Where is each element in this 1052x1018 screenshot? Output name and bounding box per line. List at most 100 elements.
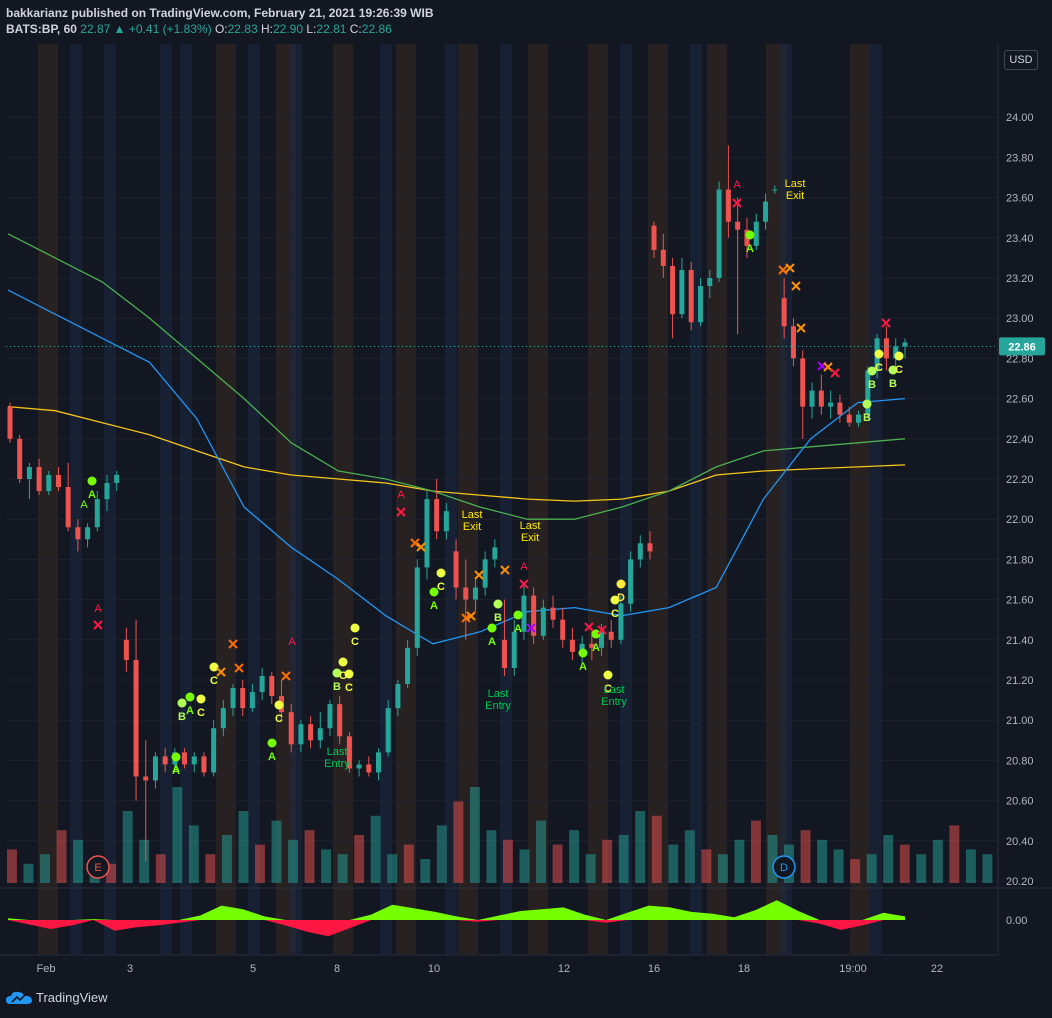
volume-bar [486, 830, 497, 883]
event-marker-label: D [780, 862, 788, 874]
signal-label: C [210, 675, 218, 687]
currency-button[interactable]: USD [1004, 50, 1038, 70]
signal-dot [894, 351, 904, 361]
candle-body [521, 595, 527, 632]
y-tick-label: 23.60 [1006, 193, 1034, 205]
volume-bar [469, 787, 480, 883]
volume-bar [337, 854, 348, 883]
candle-body [716, 189, 722, 278]
signal-dot [513, 610, 523, 620]
volume-bar [106, 863, 117, 883]
session-band [180, 44, 192, 954]
signal-cross [216, 667, 226, 677]
signal-cross [228, 639, 238, 649]
session-band [870, 44, 882, 954]
volume-bar [255, 844, 265, 883]
candle-body [560, 619, 566, 640]
signal-label: A [746, 243, 754, 255]
last-price-tag [999, 337, 1045, 356]
volume-bar [238, 811, 249, 883]
candle-body [679, 269, 685, 315]
candle-body [589, 643, 595, 648]
signal-dot [874, 349, 884, 359]
signal-dot [171, 752, 181, 762]
signal-dot [436, 568, 446, 578]
volume-bar [453, 801, 464, 883]
signal-label: D [617, 592, 625, 604]
signal-text: Last [327, 746, 348, 758]
signal-label: C [275, 713, 283, 725]
y-tick-label: 22.20 [1006, 474, 1034, 486]
candle-body [651, 225, 657, 250]
y-tick-label: 20.40 [1006, 836, 1034, 848]
signal-dot [487, 623, 497, 633]
symbol-label[interactable]: BATS:BP, 60 [6, 22, 77, 36]
candle-body [818, 390, 824, 407]
volume-bar [585, 854, 596, 883]
volume-bar [602, 839, 613, 883]
ohlc-legend: BATS:BP, 60 22.87 ▲ +0.41 (+1.83%) O:22.… [6, 22, 392, 36]
session-band [160, 44, 172, 954]
candle-body [697, 286, 703, 323]
x-tick-label: 18 [738, 963, 750, 975]
signal-label: A [172, 763, 180, 775]
candle-body [104, 483, 110, 500]
signal-dot [274, 700, 284, 710]
signal-cross [796, 323, 806, 333]
signal-text: Last [785, 178, 806, 190]
volume-bar [800, 830, 811, 883]
candle-body [856, 414, 862, 423]
signal-dot [209, 662, 219, 672]
candle-body [846, 414, 852, 423]
volume-bar [205, 854, 216, 883]
signal-dot [493, 599, 503, 609]
volume-bar [618, 835, 629, 883]
signal-dot [429, 587, 439, 597]
ma-mid-line [7, 233, 906, 520]
signal-label: A [592, 642, 600, 654]
signal-cross [461, 613, 471, 623]
volume-bar [436, 825, 447, 883]
signal-label: A [172, 765, 180, 777]
candle-body [660, 249, 666, 266]
signal-label: A [579, 661, 587, 673]
session-band [500, 44, 512, 954]
candle-body [550, 607, 556, 620]
candle-body [182, 752, 188, 765]
candle-body [26, 466, 32, 479]
signal-label: C [197, 707, 205, 719]
candle-body [346, 736, 352, 769]
last-price: 22.87 [80, 22, 111, 36]
candle-body [337, 704, 343, 737]
y-tick-label: 21.80 [1006, 554, 1034, 566]
volume-bar [569, 830, 580, 883]
signal-dot [196, 694, 206, 704]
candle-body [883, 338, 889, 359]
signal-text: Exit [786, 190, 804, 202]
candle-body [735, 221, 741, 230]
volume-bar [172, 787, 183, 883]
x-tick-label: 22 [931, 963, 943, 975]
candle-body [502, 639, 508, 668]
signal-text: Last [520, 520, 541, 532]
signal-cross [830, 368, 840, 378]
signal-text: Last [462, 509, 483, 521]
candle-body [114, 474, 120, 484]
signal-dot [185, 692, 195, 702]
session-band [216, 44, 236, 954]
signal-label: B [889, 378, 897, 390]
signal-dot [888, 365, 898, 375]
signal-label: C [339, 670, 347, 682]
session-band [707, 44, 727, 954]
candle-body [463, 587, 469, 600]
signal-dot [332, 668, 342, 678]
candle-body [201, 756, 207, 773]
volume-bar [403, 844, 414, 883]
candle-body [781, 298, 787, 327]
signal-text: Last [488, 688, 509, 700]
tradingview-logo[interactable]: TradingView [6, 990, 108, 1005]
x-tick-label: 8 [334, 963, 340, 975]
y-tick-label: 23.40 [1006, 233, 1034, 245]
candle-body [472, 587, 478, 600]
